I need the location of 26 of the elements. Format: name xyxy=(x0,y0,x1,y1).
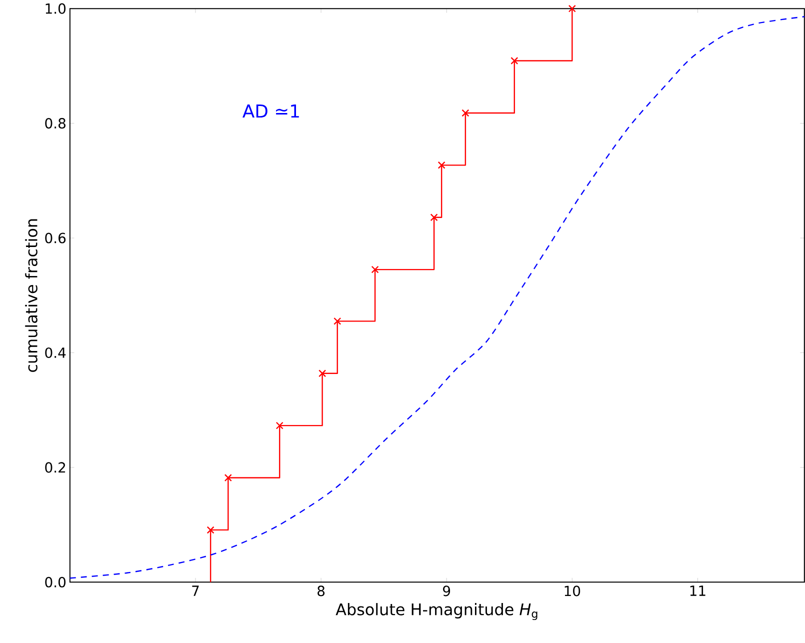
point xyxy=(430,214,438,222)
x-tick-label: 7 xyxy=(192,586,199,596)
point xyxy=(438,161,446,169)
x-tick-label: 9 xyxy=(443,586,450,596)
point xyxy=(276,422,284,430)
y-tick-label: 1.0 xyxy=(46,3,66,14)
y-tick-label: 0.8 xyxy=(45,118,66,129)
point xyxy=(206,526,214,534)
x-tick-label: 11 xyxy=(690,586,706,596)
x-tick-label: 10 xyxy=(564,586,580,596)
point xyxy=(462,109,470,117)
point xyxy=(371,266,379,274)
line-series xyxy=(69,16,805,579)
y-tick-label: 0.6 xyxy=(45,232,66,244)
annotation: AD ≃1 xyxy=(242,104,299,118)
y-axis-title: cumulative fraction xyxy=(25,219,38,372)
x-tick-label: 8 xyxy=(318,586,325,596)
point xyxy=(224,474,232,482)
x-axis-title: Absolute H-magnitude H$_{g}$ xyxy=(336,603,538,620)
point xyxy=(334,317,342,325)
y-tick-label: 0.4 xyxy=(45,347,66,358)
point xyxy=(318,370,326,378)
y-tick-label: 0.0 xyxy=(45,576,66,588)
point xyxy=(568,4,576,12)
point xyxy=(510,56,518,65)
y-tick-label: 0.2 xyxy=(45,462,66,473)
